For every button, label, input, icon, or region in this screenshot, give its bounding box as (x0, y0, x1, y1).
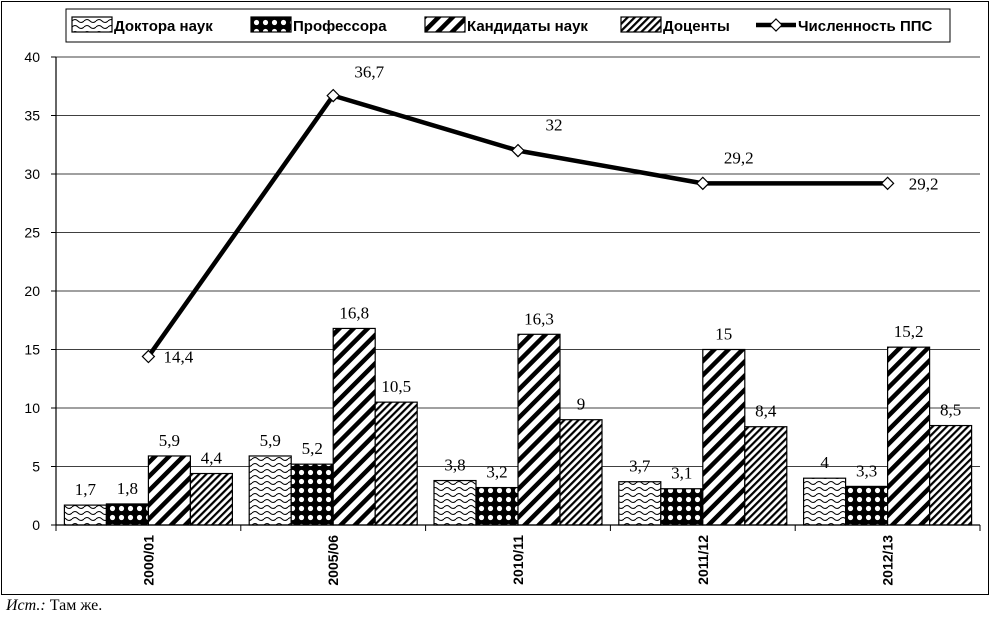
y-tick-label: 25 (24, 225, 40, 241)
line-marker (511, 143, 525, 158)
data-label: 8,5 (940, 401, 961, 420)
bar-профессора-2010-11 (475, 486, 519, 526)
x-tick-label: 2005/06 (325, 535, 341, 586)
bar-кандидаты-наук-2000-01 (147, 455, 191, 526)
bar-профессора-2011-12 (660, 488, 704, 526)
data-label: 3,8 (444, 456, 465, 475)
data-label: 9 (577, 395, 586, 414)
data-label: 16,8 (339, 303, 369, 322)
line-численность-ппс (146, 93, 888, 358)
y-tick-label: 30 (24, 166, 40, 182)
legend-label-численность-ппс: Численность ППС (798, 18, 933, 35)
legend-box (65, 8, 951, 43)
chart: 1,7 1,8 5,9 4,4 5,9 5,2 16,8 10,5 3,8 3,2 16,3 9 3,7… (24, 8, 981, 586)
bar-профессора-2005-06 (290, 463, 334, 526)
line-data-label: 36,7 (354, 63, 384, 82)
data-label: 3,3 (856, 461, 877, 480)
bar-доценты-2000-01 (189, 472, 233, 526)
data-label: 4,4 (201, 449, 223, 468)
legend-label-профессора: Профессора (293, 18, 387, 35)
y-tick-label: 35 (24, 108, 40, 124)
source-note: Ист.: Там же. (6, 597, 102, 615)
data-label: 8,4 (755, 402, 777, 421)
legend-swatch-доценты (620, 16, 662, 33)
y-tick-label: 20 (24, 283, 40, 299)
data-label: 1,8 (117, 479, 138, 498)
legend-label-кандидаты-наук: Кандидаты наук (467, 18, 588, 35)
line-marker (880, 176, 895, 191)
x-tick-label: 2010/11 (510, 535, 526, 585)
legend-swatch-профессора (250, 16, 292, 33)
x-tick-label: 2011/12 (695, 535, 711, 585)
bar-кандидаты-наук-2005-06 (332, 327, 376, 526)
bar-доценты-2011-12 (744, 426, 788, 526)
legend-swatch-доктора-наук (71, 16, 113, 33)
line-data-label: 29,2 (909, 174, 939, 193)
data-label: 5,9 (260, 431, 281, 450)
data-label: 5,2 (302, 439, 323, 458)
bar-доценты-2010-11 (559, 419, 603, 526)
line-data-label: 14,4 (164, 348, 194, 367)
legend-swatch-кандидаты-наук (424, 16, 466, 33)
source-label: Ист.: (6, 597, 46, 614)
data-label: 3,7 (629, 457, 651, 476)
bar-профессора-2012-13 (844, 485, 889, 526)
chart-frame (1, 1, 989, 595)
source-text: Там же. (45, 597, 103, 614)
legend-label-доценты: Доценты (663, 18, 730, 35)
data-label: 15,2 (894, 322, 924, 341)
data-label: 16,3 (524, 309, 554, 328)
data-label: 5,9 (159, 431, 180, 450)
bar-кандидаты-наук-2012-13 (886, 346, 931, 526)
bar-доценты-2012-13 (928, 424, 973, 526)
data-label: 10,5 (381, 377, 411, 396)
data-label: 3,1 (671, 464, 692, 483)
y-tick-label: 0 (32, 517, 40, 533)
y-tick-label: 10 (24, 400, 40, 416)
data-label: 3,2 (486, 463, 507, 482)
line-data-label: 29,2 (724, 148, 754, 167)
x-tick-label: 2000/01 (140, 535, 156, 586)
line-marker (141, 349, 156, 364)
bar-кандидаты-наук-2010-11 (517, 333, 561, 526)
data-label: 4 (820, 453, 829, 472)
line-marker (695, 176, 710, 191)
x-tick-label: 2012/13 (880, 535, 896, 586)
data-label: 1,7 (75, 480, 97, 499)
bar-профессора-2000-01 (105, 503, 150, 526)
bar-доценты-2005-06 (374, 401, 418, 526)
bar-доктора-наук-2010-11 (433, 479, 477, 526)
y-tick-label: 40 (24, 49, 40, 65)
y-tick-label: 15 (24, 342, 40, 358)
y-tick-label: 5 (32, 459, 40, 475)
line-marker (326, 88, 341, 103)
bar-доктора-наук-2011-12 (618, 481, 662, 526)
bar-доктора-наук-2012-13 (802, 477, 847, 526)
bar-кандидаты-наук-2011-12 (702, 348, 746, 526)
bar-доктора-наук-2005-06 (248, 455, 292, 526)
legend-marker (769, 18, 783, 32)
legend-label-доктора-наук: Доктора наук (114, 18, 213, 35)
data-label: 15 (715, 325, 732, 344)
line-data-label: 32 (546, 116, 563, 135)
bar-доктора-наук-2000-01 (63, 504, 108, 526)
